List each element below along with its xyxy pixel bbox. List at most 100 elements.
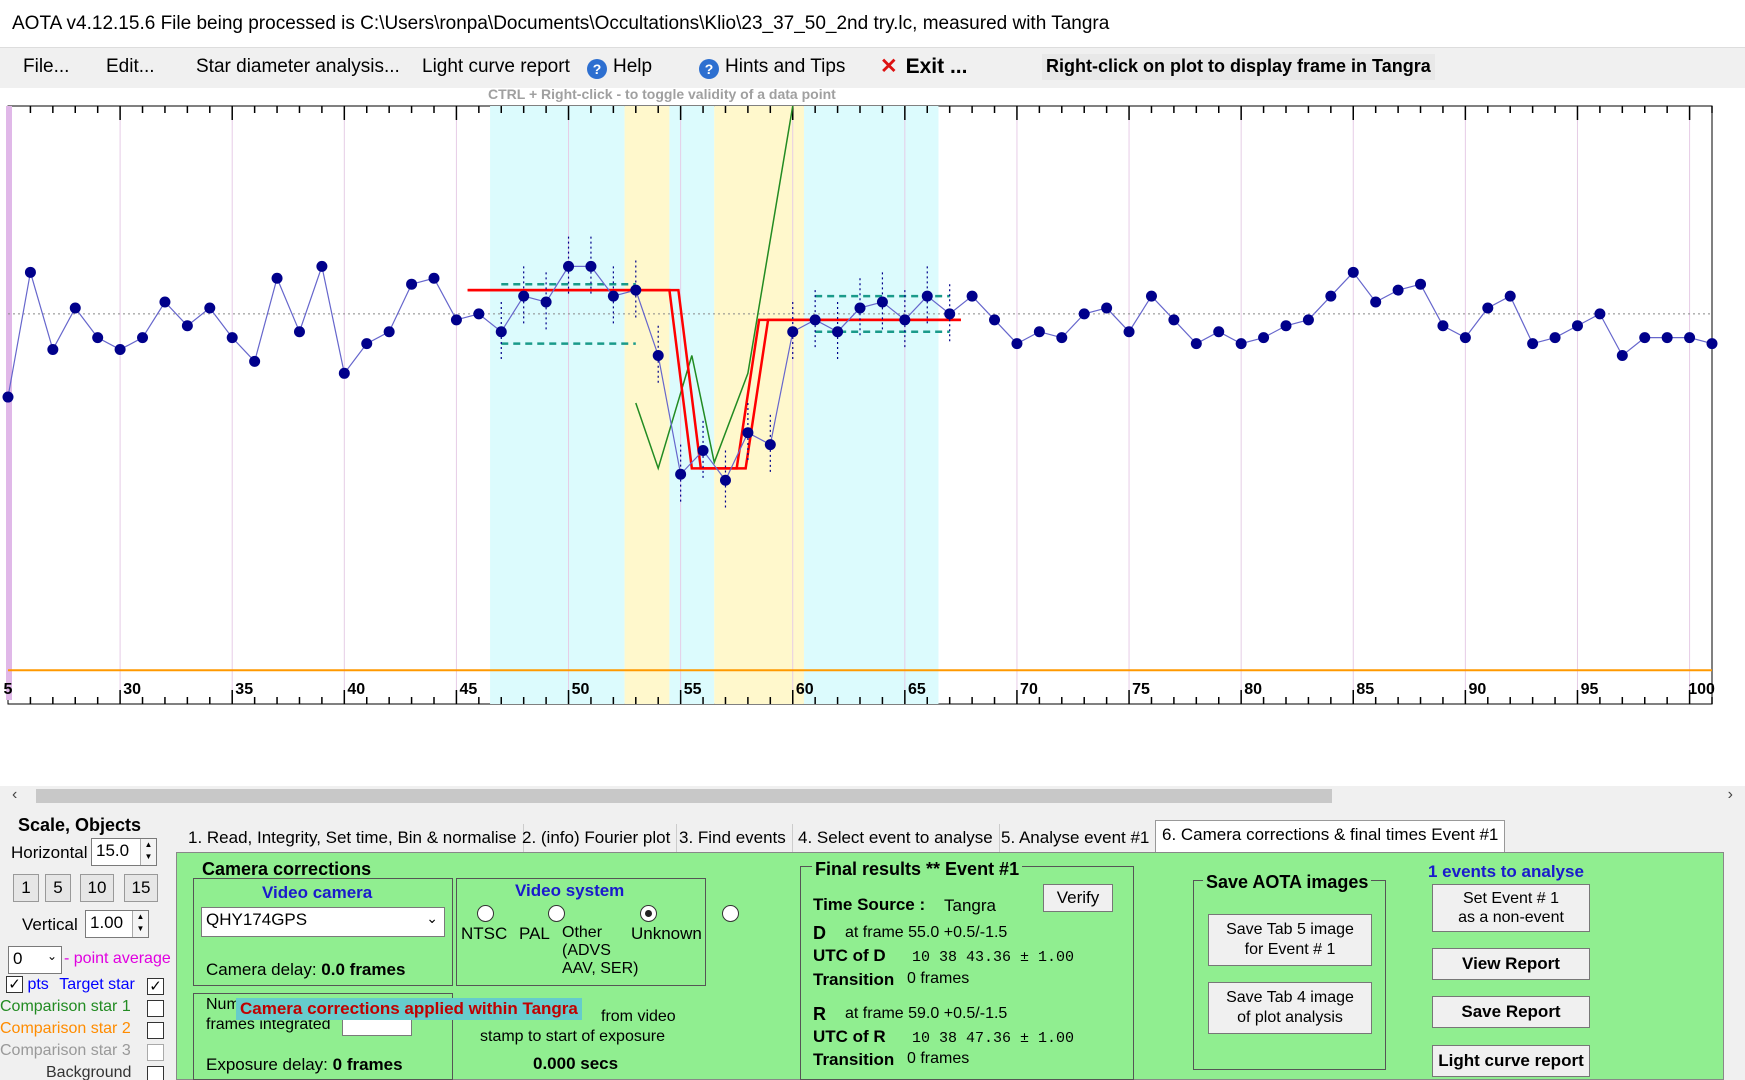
comparison-star-2-label: Comparison star 2: [0, 1020, 131, 1037]
save-report-button[interactable]: Save Report: [1432, 996, 1590, 1028]
tab-find-events[interactable]: 3. Find events: [673, 824, 793, 852]
scroll-thumb[interactable]: [36, 789, 1332, 803]
camera-model-select[interactable]: QHY174GPS ⌄: [201, 907, 445, 937]
tab-fourier[interactable]: 2. (info) Fourier plot: [516, 824, 678, 852]
horizontal-spinner[interactable]: 15.0 ▲ ▼: [91, 838, 157, 866]
exposure-delay-label: Exposure delay:: [206, 1055, 328, 1074]
point-average-select[interactable]: 0 ⌄: [8, 946, 62, 974]
verify-button[interactable]: Verify: [1043, 884, 1113, 912]
data-point: [1594, 308, 1606, 320]
comparison-star-3-checkbox[interactable]: [147, 1044, 164, 1061]
menu-edit[interactable]: Edit...: [106, 56, 155, 77]
plot-scrollbar[interactable]: ‹ ›: [0, 786, 1745, 806]
data-point: [204, 302, 216, 314]
scale-objects-title: Scale, Objects: [18, 815, 142, 835]
pts-checkbox[interactable]: ✓: [6, 976, 23, 993]
target-star-checkbox[interactable]: ✓: [147, 978, 164, 995]
x-tick-label: 95: [1581, 681, 1599, 698]
light-curve-svg[interactable]: 5 30 35 40 45 50 55 60 65 70 75 80 85 90 95 100: [0, 100, 1745, 786]
tab-select-event[interactable]: 4. Select event to analyse: [792, 824, 1000, 852]
tab-analyse-event[interactable]: 5. Analyse event #1: [995, 824, 1157, 852]
help-icon: ?: [587, 59, 607, 79]
scroll-left-icon[interactable]: ‹: [12, 786, 18, 803]
data-point: [428, 272, 440, 284]
data-point: [1280, 320, 1292, 332]
view-report-button[interactable]: View Report: [1432, 948, 1590, 980]
tab-read[interactable]: 1. Read, Integrity, Set time, Bin & norm…: [182, 824, 524, 852]
camera-corrections-applied-banner: Camera corrections applied within Tangra: [236, 998, 582, 1020]
radio-unknown[interactable]: [722, 905, 740, 922]
scale-button-15[interactable]: 15: [124, 874, 158, 902]
data-point: [92, 332, 104, 344]
data-point: [1258, 332, 1270, 344]
menu-file[interactable]: File...: [23, 56, 70, 77]
menu-help[interactable]: ? Help: [587, 56, 652, 79]
data-point: [1437, 320, 1449, 332]
spinner-arrows-icon[interactable]: ▲ ▼: [132, 911, 148, 937]
x-tick-label: 65: [908, 681, 926, 698]
data-point: [764, 439, 776, 451]
set-non-event-button[interactable]: Set Event # 1 as a non-event: [1432, 884, 1590, 932]
light-curve-plot[interactable]: 5 30 35 40 45 50 55 60 65 70 75 80 85 90 95 100: [0, 100, 1745, 786]
x-tick-label: 5: [4, 681, 13, 698]
data-point: [989, 314, 1001, 326]
data-point: [450, 314, 462, 326]
other-label: Other (ADVS AAV, SER): [562, 924, 639, 977]
title-bar: AOTA v4.12.15.6 File being processed is …: [0, 0, 1745, 48]
comparison-star-2-checkbox[interactable]: [147, 1022, 164, 1039]
data-point: [1616, 349, 1628, 361]
x-tick-label: 100: [1688, 681, 1715, 698]
data-point: [1033, 326, 1045, 338]
utc-r-label: UTC of R: [813, 1027, 886, 1046]
scale-button-1[interactable]: 1: [13, 874, 39, 902]
radio-pal[interactable]: [548, 905, 566, 922]
camera-delay-value: 0.0 frames: [321, 960, 406, 979]
data-point: [1504, 290, 1516, 302]
data-point: [137, 332, 149, 344]
data-point: [24, 266, 36, 278]
spinner-arrows-icon[interactable]: ▲ ▼: [140, 839, 156, 865]
menu-hints[interactable]: ? Hints and Tips: [699, 56, 845, 79]
data-point: [966, 290, 978, 302]
comparison-star-1-checkbox[interactable]: [147, 1000, 164, 1017]
scroll-right-icon[interactable]: ›: [1727, 786, 1733, 803]
data-point: [697, 445, 709, 457]
data-point: [159, 296, 171, 308]
radio-ntsc[interactable]: [477, 905, 494, 922]
x-tick-label: 60: [796, 681, 814, 698]
menu-bar: File... Edit... Star diameter analysis..…: [0, 48, 1745, 88]
background-checkbox[interactable]: [147, 1066, 164, 1080]
save-tab5-button[interactable]: Save Tab 5 image for Event # 1: [1208, 914, 1372, 966]
transition-r-value: 0 frames: [907, 1050, 970, 1067]
menu-exit[interactable]: ✕ Exit ...: [880, 54, 967, 79]
data-point: [854, 302, 866, 314]
menu-light-curve-report[interactable]: Light curve report: [422, 56, 570, 77]
data-point: [944, 308, 956, 320]
exposure-delay-value: 0 frames: [332, 1055, 403, 1074]
x-tick-label: 55: [684, 681, 702, 698]
light-curve-report-button[interactable]: Light curve report: [1432, 1045, 1590, 1077]
vertical-spinner[interactable]: 1.00 ▲ ▼: [85, 910, 149, 938]
data-point: [271, 272, 283, 284]
data-point: [675, 468, 687, 480]
camera-delay-row: Camera delay: 0.0 frames: [206, 960, 405, 980]
scale-button-5[interactable]: 5: [45, 874, 71, 902]
menu-exit-label: Exit ...: [905, 55, 968, 78]
transition-d-label: Transition: [813, 970, 895, 989]
tab-camera-corrections[interactable]: 6. Camera corrections & final times Even…: [1155, 820, 1506, 852]
horizontal-value: 15.0: [96, 841, 130, 860]
menu-star-diameter[interactable]: Star diameter analysis...: [196, 56, 400, 77]
unknown-label: Unknown: [631, 924, 702, 943]
x-tick-label: 85: [1356, 681, 1374, 698]
save-tab4-button[interactable]: Save Tab 4 image of plot analysis: [1208, 982, 1372, 1034]
data-point: [495, 326, 507, 338]
data-point: [630, 284, 642, 296]
data-point: [607, 290, 619, 302]
chevron-down-icon: ⌄: [46, 949, 57, 963]
data-point: [47, 344, 59, 356]
scale-button-10[interactable]: 10: [80, 874, 114, 902]
data-point: [473, 308, 485, 320]
pal-label: PAL: [519, 924, 550, 943]
radio-other[interactable]: [640, 905, 658, 922]
data-point: [383, 326, 395, 338]
